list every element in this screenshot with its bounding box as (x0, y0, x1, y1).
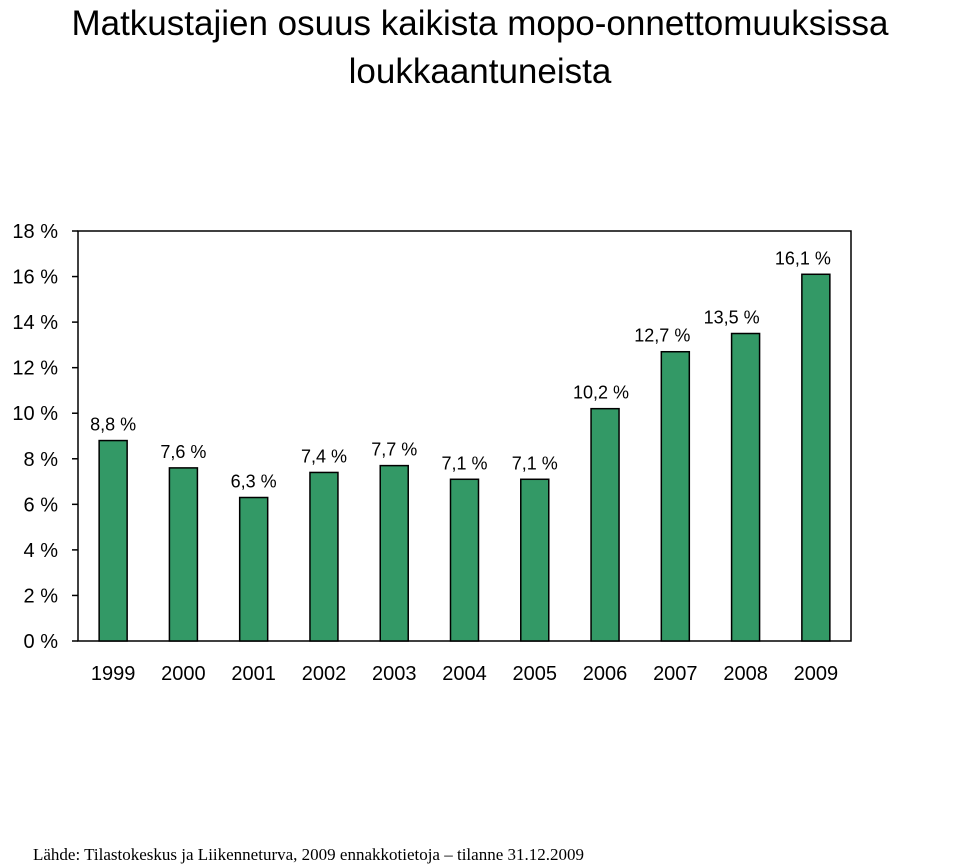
data-label-2006: 10,2 % (573, 383, 629, 403)
x-tick-label-2000: 2000 (161, 663, 206, 685)
x-tick-label-2003: 2003 (372, 663, 417, 685)
data-label-2003: 7,7 % (371, 440, 417, 460)
y-tick-label: 0 % (24, 631, 59, 653)
data-label-1999: 8,8 % (90, 415, 136, 435)
bar-2006 (590, 407, 620, 642)
data-label-2008: 13,5 % (704, 308, 760, 328)
y-tick-label: 18 % (12, 221, 58, 243)
x-tick-label-1999: 1999 (91, 663, 136, 685)
chart-title-line-1: Matkustajien osuus kaikista mopo-onnetto… (71, 4, 889, 43)
bar-1999 (98, 439, 128, 642)
y-tick-label: 10 % (12, 403, 58, 425)
x-tick-label-2006: 2006 (583, 663, 628, 685)
x-tick-label-2004: 2004 (442, 663, 487, 685)
bar-2004 (449, 478, 480, 642)
bar-2008 (730, 332, 761, 642)
bar-2001 (238, 496, 269, 642)
bar-2002 (309, 471, 339, 642)
data-label-2005: 7,1 % (512, 453, 558, 473)
bar-2005 (520, 478, 550, 642)
y-tick-label: 8 % (24, 449, 59, 471)
x-tick-label-2001: 2001 (231, 663, 276, 685)
x-tick-label-2007: 2007 (653, 663, 698, 685)
x-tick-label-2008: 2008 (723, 663, 768, 685)
bar-2007 (660, 350, 691, 642)
data-label-2002: 7,4 % (301, 446, 347, 466)
x-tick-label-2009: 2009 (794, 663, 839, 685)
bar-2009 (801, 273, 831, 642)
data-label-2004: 7,1 % (441, 453, 487, 473)
data-label-2001: 6,3 % (231, 472, 277, 492)
y-tick-label: 16 % (12, 267, 58, 289)
x-tick-label-2005: 2005 (513, 663, 558, 685)
source-note: Lähde: Tilastokeskus ja Liikenneturva, 2… (33, 845, 584, 864)
data-label-2009: 16,1 % (775, 248, 831, 268)
x-tick-label-2002: 2002 (302, 663, 347, 685)
y-tick-label: 12 % (12, 358, 58, 380)
bar-2000 (168, 467, 199, 642)
y-tick-label: 14 % (12, 312, 58, 334)
chart-title-line-2: loukkaantuneista (348, 52, 612, 91)
data-label-2000: 7,6 % (160, 442, 206, 462)
y-tick-label: 4 % (24, 540, 59, 562)
y-tick-label: 6 % (24, 494, 59, 516)
chart-title: Matkustajien osuus kaikista mopo-onnetto… (0, 0, 960, 96)
data-label-2007: 12,7 % (634, 326, 690, 346)
y-tick-label: 2 % (24, 585, 59, 607)
bar-2003 (379, 464, 409, 642)
